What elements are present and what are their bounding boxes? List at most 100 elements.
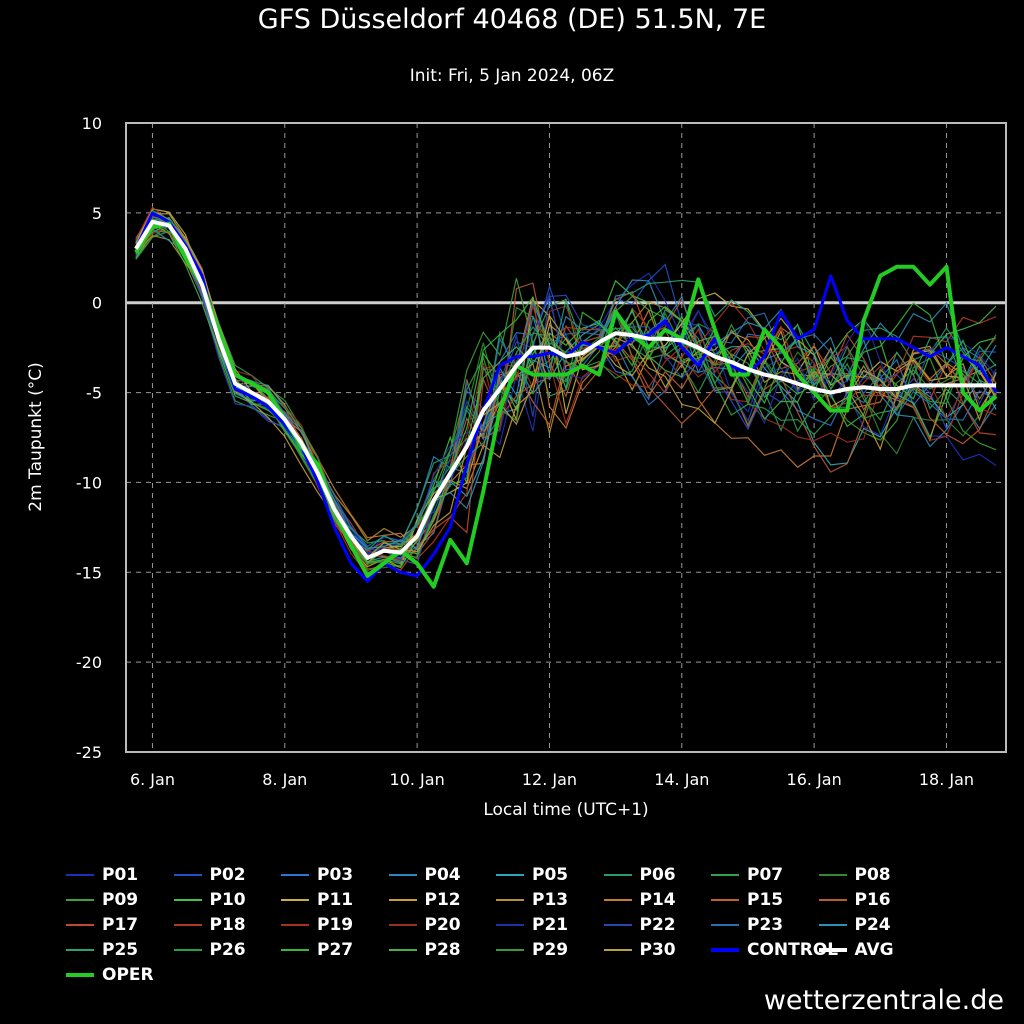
- legend-item-p01: P01: [66, 864, 138, 886]
- legend-swatch: [496, 874, 524, 876]
- legend-item-p07: P07: [711, 864, 783, 886]
- legend-item-p30: P30: [604, 939, 676, 961]
- legend-label: P17: [102, 915, 138, 935]
- legend-label: P02: [210, 865, 246, 885]
- legend-swatch: [604, 924, 632, 926]
- legend-swatch: [604, 949, 632, 951]
- legend-label: P16: [855, 890, 891, 910]
- legend-label: P07: [747, 865, 783, 885]
- series-line-p28: [136, 224, 996, 563]
- legend-swatch: [711, 899, 739, 901]
- legend-label: P11: [317, 890, 353, 910]
- legend-swatch: [174, 874, 202, 876]
- legend-item-p28: P28: [389, 939, 461, 961]
- legend-label: P04: [425, 865, 461, 885]
- legend-item-avg: AVG: [819, 939, 894, 961]
- legend-item-p18: P18: [174, 914, 246, 936]
- x-tick-label: 14. Jan: [654, 770, 709, 789]
- legend-item-p20: P20: [389, 914, 461, 936]
- legend-item-p24: P24: [819, 914, 891, 936]
- legend-swatch: [604, 899, 632, 901]
- legend-swatch: [496, 899, 524, 901]
- legend-label: P12: [425, 890, 461, 910]
- legend-item-p02: P02: [174, 864, 246, 886]
- legend-label: P29: [532, 940, 568, 960]
- legend-swatch: [281, 899, 309, 901]
- legend-item-p15: P15: [711, 889, 783, 911]
- legend-label: P15: [747, 890, 783, 910]
- legend-label: P28: [425, 940, 461, 960]
- legend-item-p11: P11: [281, 889, 353, 911]
- legend-swatch: [281, 874, 309, 876]
- legend-swatch: [66, 924, 94, 926]
- legend-swatch: [66, 949, 94, 951]
- legend-label: OPER: [102, 965, 154, 985]
- legend-swatch: [389, 949, 417, 951]
- series-line-p10: [136, 224, 996, 564]
- legend-item-p16: P16: [819, 889, 891, 911]
- legend-label: P25: [102, 940, 138, 960]
- legend-swatch: [819, 924, 847, 926]
- legend-swatch: [711, 948, 739, 952]
- legend-swatch: [496, 924, 524, 926]
- legend-swatch: [819, 874, 847, 876]
- legend-swatch: [389, 899, 417, 901]
- legend-label: P27: [317, 940, 353, 960]
- legend-label: P08: [855, 865, 891, 885]
- y-tick-label: -15: [76, 563, 102, 582]
- x-tick-label: 8. Jan: [262, 770, 307, 789]
- legend-swatch: [66, 899, 94, 901]
- legend-label: P10: [210, 890, 246, 910]
- legend-label: P13: [532, 890, 568, 910]
- legend-swatch: [174, 949, 202, 951]
- legend-label: P05: [532, 865, 568, 885]
- legend-item-p09: P09: [66, 889, 138, 911]
- legend-item-p05: P05: [496, 864, 568, 886]
- x-tick-label: 18. Jan: [919, 770, 974, 789]
- x-tick-label: 10. Jan: [390, 770, 445, 789]
- legend-swatch: [819, 899, 847, 901]
- legend-item-p29: P29: [496, 939, 568, 961]
- legend-swatch: [66, 874, 94, 876]
- y-tick-label: 5: [92, 204, 102, 223]
- legend-swatch: [389, 924, 417, 926]
- legend-label: P03: [317, 865, 353, 885]
- legend-item-p22: P22: [604, 914, 676, 936]
- legend-item-p14: P14: [604, 889, 676, 911]
- legend-label: P18: [210, 915, 246, 935]
- legend-label: P19: [317, 915, 353, 935]
- legend-swatch: [174, 899, 202, 901]
- legend-item-p13: P13: [496, 889, 568, 911]
- legend-label: P23: [747, 915, 783, 935]
- legend-item-p17: P17: [66, 914, 138, 936]
- y-tick-label: -10: [76, 473, 102, 492]
- x-tick-label: 6. Jan: [130, 770, 175, 789]
- legend-label: P21: [532, 915, 568, 935]
- legend-item-p23: P23: [711, 914, 783, 936]
- legend-label: P01: [102, 865, 138, 885]
- legend-item-p04: P04: [389, 864, 461, 886]
- legend-label: AVG: [855, 940, 894, 960]
- legend-swatch: [66, 973, 94, 977]
- legend-swatch: [819, 948, 847, 952]
- legend-item-p27: P27: [281, 939, 353, 961]
- legend-swatch: [711, 874, 739, 876]
- y-tick-label: -5: [86, 384, 102, 403]
- legend-label: P22: [640, 915, 676, 935]
- legend-label: P24: [855, 915, 891, 935]
- x-tick-label: 16. Jan: [787, 770, 842, 789]
- legend-swatch: [711, 924, 739, 926]
- y-tick-label: 0: [92, 294, 102, 313]
- legend-item-p06: P06: [604, 864, 676, 886]
- legend-label: P20: [425, 915, 461, 935]
- legend-swatch: [604, 874, 632, 876]
- y-tick-label: -20: [76, 653, 102, 672]
- legend-swatch: [496, 949, 524, 951]
- legend-item-p25: P25: [66, 939, 138, 961]
- y-tick-label: 10: [82, 114, 102, 133]
- legend-label: P09: [102, 890, 138, 910]
- legend-item-p21: P21: [496, 914, 568, 936]
- legend-item-p10: P10: [174, 889, 246, 911]
- legend-item-p08: P08: [819, 864, 891, 886]
- ensemble-chart: 10 5 0 -5 -10 -15 -20 -25 6. Jan 8. Jan 10. Jan 12.…: [0, 0, 1024, 840]
